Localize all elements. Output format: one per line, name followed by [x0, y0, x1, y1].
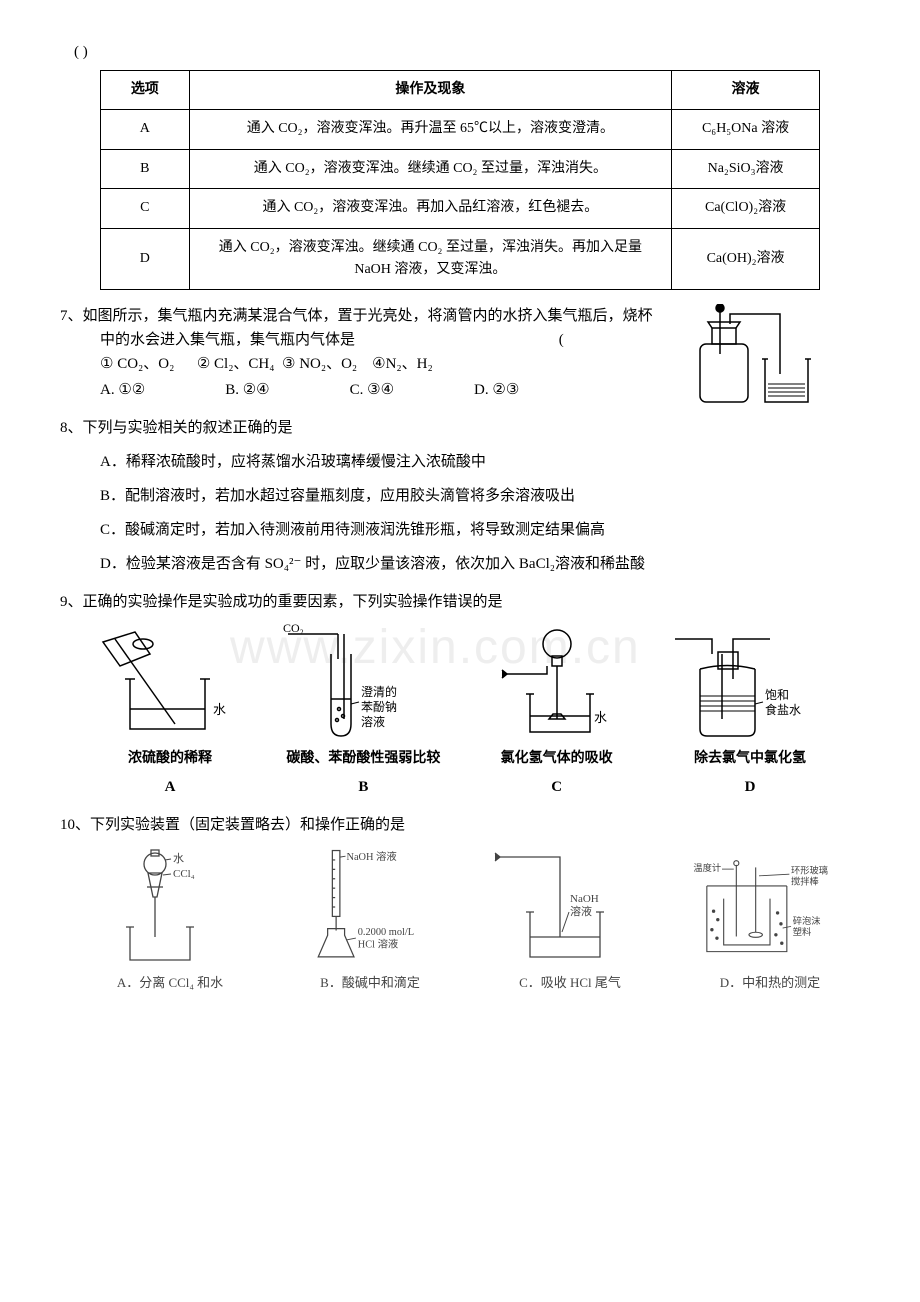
q6-a-op: 通入 CO₂，溶液变浑浊。再升温至 65℃以上，溶液变澄清。	[189, 110, 671, 149]
table-row: D 通入 CO₂，溶液变浑浊。继续通 CO₂ 至过量，浑浊消失。再加入足量 Na…	[101, 228, 820, 290]
q9-fig-b: CO₂ 澄清的 苯酚钠 溶液 碳酸、苯酚酸性强弱比较 B	[273, 624, 453, 798]
q6-a-sol: C₆H₅ONa 溶液	[672, 110, 820, 149]
q9-let-d: D	[745, 775, 756, 799]
table-row: A 通入 CO₂，溶液变浑浊。再升温至 65℃以上，溶液变澄清。 C₆H₅ONa…	[101, 110, 820, 149]
q6-h-op: 操作及现象	[189, 71, 671, 110]
q8-b: B．配制溶液时，若加水超过容量瓶刻度，应用胶头滴管将多余溶液吸出	[60, 484, 860, 508]
q10-c-naoh-l1: NaOH	[570, 893, 599, 905]
q8-a: A．稀释浓硫酸时，应将蒸馏水沿玻璃棒缓慢注入浓硫酸中	[60, 450, 860, 474]
q10-fig-d: 温度计 环形玻璃 搅拌棒 碎泡沫 塑料 D．中和热的测定	[680, 847, 860, 994]
q9-fig-a: 水 浓硫酸的稀释 A	[80, 624, 260, 798]
q8-stem: 8、下列与实验相关的叙述正确的是	[60, 416, 860, 440]
q10-cap-c: C．吸收 HCl 尾气	[519, 973, 621, 994]
q10-c-naoh-l2: 溶液	[570, 904, 592, 918]
q7-opt-d: D. ②③	[474, 378, 519, 402]
q8-d: D．检验某溶液是否含有 SO₄²⁻ 时，应取少量该溶液，依次加入 BaCl₂溶液…	[60, 552, 860, 576]
q9-a-water-label: 水	[213, 702, 226, 717]
q6-table: 选项 操作及现象 溶液 A 通入 CO₂，溶液变浑浊。再升温至 65℃以上，溶液…	[100, 70, 820, 290]
q6-c-sol: Ca(ClO)₂溶液	[672, 189, 820, 228]
q10-b-hcl-l2: HCl 溶液	[358, 937, 399, 950]
q9: 9、正确的实验操作是实验成功的重要因素，下列实验操作错误的是	[60, 590, 860, 798]
q7-opt-b: B. ②④	[225, 378, 269, 402]
q9-d-salt-l2: 食盐水	[765, 702, 801, 717]
q10-a-water: 水	[173, 852, 184, 865]
q8-c: C．酸碱滴定时，若加入待测液前用待测液润洗锥形瓶，将导致测定结果偏高	[60, 518, 860, 542]
q9-cap-d: 除去氯气中氯化氢	[694, 748, 806, 770]
q6-b-op: 通入 CO₂，溶液变浑浊。继续通 CO₂ 至过量，浑浊消失。	[189, 149, 671, 188]
q9-cap-a: 浓硫酸的稀释	[128, 748, 212, 770]
q10-figrow: 水 CCl₄ A．分离 CCl₄ 和水	[80, 847, 860, 994]
q10-b-hcl-l1: 0.2000 mol/L	[358, 927, 414, 938]
q9-b-phenol-l1: 澄清的	[361, 684, 397, 699]
q10-fig-a: 水 CCl₄ A．分离 CCl₄ 和水	[80, 847, 260, 994]
q10-stem: 10、下列实验装置（固定装置略去）和操作正确的是	[60, 813, 860, 837]
q10-d-foam-l1: 碎泡沫	[793, 915, 821, 927]
q6-h-sol: 溶液	[672, 71, 820, 110]
q10-d-ring-l2: 搅拌棒	[791, 875, 819, 887]
q9-cap-c: 氯化氢气体的吸收	[501, 748, 613, 770]
q6-a-opt: A	[101, 110, 190, 149]
q7-figure	[690, 304, 820, 422]
q8: 8、下列与实验相关的叙述正确的是 A．稀释浓硫酸时，应将蒸馏水沿玻璃棒缓慢注入浓…	[60, 416, 860, 576]
q6-b-opt: B	[101, 149, 190, 188]
q9-fig-d: 饱和 食盐水 除去氯气中氯化氢 D	[660, 624, 840, 798]
q9-b-co2-label: CO₂	[283, 624, 304, 635]
q6-paren: ( )	[60, 40, 860, 64]
q9-b-phenol-l3: 溶液	[361, 714, 385, 729]
q10-cap-a: A．分离 CCl₄ 和水	[117, 973, 223, 994]
q9-fig-c: 水 氯化氢气体的吸收 C	[467, 624, 647, 798]
q10-d-thermo: 温度计	[693, 862, 721, 874]
q6-c-opt: C	[101, 189, 190, 228]
q6-b-sol: Na₂SiO₃溶液	[672, 149, 820, 188]
q6-header-row: 选项 操作及现象 溶液	[101, 71, 820, 110]
q10-b-naoh: NaOH 溶液	[346, 850, 396, 863]
q10-cap-b: B．酸碱中和滴定	[320, 973, 420, 994]
q9-stem: 9、正确的实验操作是实验成功的重要因素，下列实验操作错误的是	[60, 590, 860, 614]
q9-let-a: A	[165, 775, 176, 799]
q9-let-c: C	[551, 775, 562, 799]
q10-fig-b: NaOH 溶液 0.2000 mol/L HCl 溶液 B．酸碱中和滴定	[280, 847, 460, 994]
q9-c-water-label: 水	[594, 710, 607, 725]
q6-h-opt: 选项	[101, 71, 190, 110]
q10-a-ccl4: CCl₄	[173, 868, 195, 880]
q7-paren: (	[559, 332, 564, 348]
q9-cap-b: 碳酸、苯酚酸性强弱比较	[286, 748, 440, 770]
q6-d-opt: D	[101, 228, 190, 290]
q6-d-op: 通入 CO₂，溶液变浑浊。继续通 CO₂ 至过量，浑浊消失。再加入足量 NaOH…	[189, 228, 671, 290]
q7-stem2-text: 中的水会进入集气瓶，集气瓶内气体是	[100, 332, 355, 348]
q10-fig-c: NaOH 溶液 C．吸收 HCl 尾气	[480, 847, 660, 994]
q6-c-op: 通入 CO₂，溶液变浑浊。再加入品红溶液，红色褪去。	[189, 189, 671, 228]
q10-d-foam-l2: 塑料	[793, 926, 812, 938]
q9-b-phenol-l2: 苯酚钠	[361, 699, 397, 714]
q7-opt-a: A. ①②	[100, 378, 145, 402]
q10-d-ring-l1: 环形玻璃	[791, 864, 828, 876]
q7: 7、如图所示，集气瓶内充满某混合气体，置于光亮处，将滴管内的水挤入集气瓶后，烧杯…	[60, 304, 860, 402]
q6-d-sol: Ca(OH)₂溶液	[672, 228, 820, 290]
q10-cap-d: D．中和热的测定	[720, 973, 820, 994]
q9-let-b: B	[358, 775, 368, 799]
q9-figrow: 水 浓硫酸的稀释 A	[80, 624, 840, 798]
table-row: C 通入 CO₂，溶液变浑浊。再加入品红溶液，红色褪去。 Ca(ClO)₂溶液	[101, 189, 820, 228]
q7-opt-c: C. ③④	[350, 378, 394, 402]
table-row: B 通入 CO₂，溶液变浑浊。继续通 CO₂ 至过量，浑浊消失。 Na₂SiO₃…	[101, 149, 820, 188]
q9-d-salt-l1: 饱和	[765, 687, 789, 702]
q10: 10、下列实验装置（固定装置略去）和操作正确的是	[60, 813, 860, 994]
